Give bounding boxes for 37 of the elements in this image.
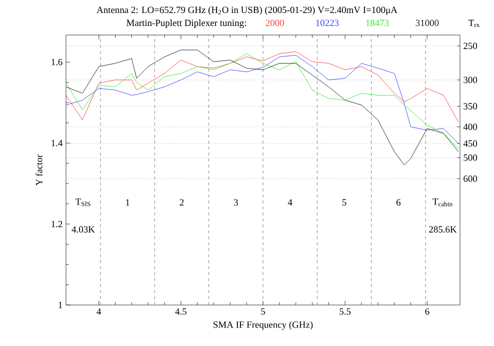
- y-tick-label: 1.2: [52, 220, 62, 228]
- text: 350: [464, 103, 478, 110]
- text: 600: [464, 176, 478, 182]
- annotation: 3: [234, 199, 238, 206]
- y2-axis-title: T$_{rx}$: [468, 20, 480, 27]
- annotation: T$_{cabin}$: [432, 198, 452, 206]
- annotation: 4.03K: [72, 226, 95, 233]
- text: 500: [464, 154, 478, 161]
- annotation: T$_{SIS}$: [75, 198, 90, 206]
- text: 18473: [366, 20, 389, 26]
- text: 300: [464, 76, 478, 84]
- annotation: 5: [342, 199, 346, 206]
- x-tick-label: 6: [425, 308, 430, 315]
- text: 31000: [416, 20, 439, 26]
- y-tick-label: 1: [58, 302, 62, 308]
- line-series: [66, 50, 459, 166]
- y-tick-label: 1.6: [52, 58, 62, 66]
- chart-subtitle: Martin-Puplett Diplexer tuning:: [126, 19, 246, 28]
- y-tick-label: 1.4: [52, 140, 63, 146]
- annotation: 1: [126, 199, 130, 206]
- line-series: [66, 51, 459, 122]
- chart-title: Antenna 2: LO=652.79 GHz (H$_{2}$O in USB) (2005-01-29) V=2.40mV I=100μA: [96, 6, 398, 16]
- x-tick-label: 5.5: [340, 308, 351, 315]
- y-axis-title: Y factor: [36, 154, 42, 186]
- x-tick-label: 5: [261, 308, 265, 315]
- text: 10223: [316, 20, 339, 26]
- x-axis-title: SMA IF Frequency (GHz): [214, 321, 313, 330]
- x-tick-label: 4: [96, 308, 102, 315]
- annotation: 6: [396, 199, 401, 206]
- annotation: 4: [288, 199, 292, 206]
- text: 450: [463, 140, 478, 147]
- text: 250: [464, 42, 478, 50]
- x-tick-label: 4.5: [175, 308, 186, 315]
- annotation: 285.6K: [429, 226, 457, 233]
- text: 400: [463, 124, 478, 130]
- annotation: 2: [180, 199, 184, 206]
- text: 2000: [266, 20, 284, 26]
